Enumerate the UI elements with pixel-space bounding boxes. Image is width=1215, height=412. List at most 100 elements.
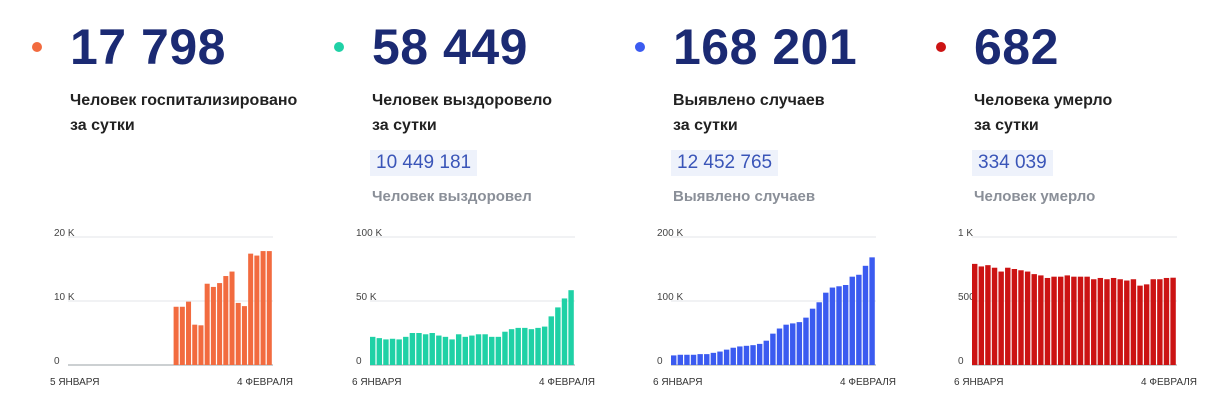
recovered-dot [334, 42, 344, 52]
chart-bar [1011, 269, 1018, 365]
cases-chart: 0 100 K 200 K 6 ЯНВАРЯ 4 ФЕВРАЛЯ [653, 228, 896, 388]
y-tick-label: 100 K [657, 292, 683, 303]
cases-number: 168 201 [673, 19, 858, 75]
chart-bar [1064, 275, 1070, 365]
chart-bar [449, 339, 455, 365]
chart-bar [254, 255, 260, 365]
chart-bar [502, 331, 508, 365]
hospitalized-dot [32, 42, 42, 52]
chart-bar [750, 345, 756, 365]
chart-bar [1143, 284, 1150, 365]
panel-cases: 168 201 Выявлено случаев за сутки 12 452… [633, 0, 933, 412]
cases-dot [635, 42, 645, 52]
chart-bar [1005, 267, 1011, 365]
chart-bar [462, 336, 468, 365]
hospitalized-desc-line2: за сутки [70, 117, 135, 134]
chart-bar [869, 257, 875, 365]
chart-bar [266, 251, 272, 365]
chart-bar [568, 290, 574, 365]
deaths-description: Человека умерло за сутки [974, 88, 1214, 138]
chart-bar [489, 336, 495, 365]
cases-description: Выявлено случаев за сутки [673, 88, 913, 138]
chart-bar [690, 354, 697, 365]
chart-bar [816, 302, 822, 365]
chart-bar [978, 266, 985, 365]
chart-bar [991, 267, 998, 365]
chart-bar [723, 349, 730, 365]
x-end-label: 4 ФЕВРАЛЯ [539, 377, 595, 388]
chart-bar [223, 276, 229, 365]
cases-desc-line1: Выявлено случаев [673, 92, 825, 109]
recovered-description: Человек выздоровело за сутки [372, 88, 612, 138]
chart-bar [790, 323, 796, 365]
chart-bar [684, 354, 690, 365]
recovered-desc-line1: Человек выздоровело [372, 92, 553, 109]
chart-bar [482, 334, 488, 365]
chart-bar [1031, 274, 1037, 365]
deaths-dot [936, 42, 946, 52]
hospitalized-description: Человек госпитализировано за сутки [70, 88, 310, 138]
chart-bar [403, 336, 409, 365]
chart-bar [522, 327, 528, 365]
chart-bar [429, 333, 435, 365]
chart-bar [548, 316, 554, 365]
chart-bar [770, 333, 776, 365]
chart-bar [442, 336, 449, 365]
chart-bar [235, 302, 241, 365]
x-end-label: 4 ФЕВРАЛЯ [237, 377, 293, 388]
chart-bar [1130, 279, 1137, 365]
chart-bar [1038, 275, 1044, 365]
x-start-label: 6 ЯНВАРЯ [352, 377, 401, 388]
chart-bar [1157, 279, 1163, 365]
chart-bar [756, 343, 763, 365]
chart-bar [763, 340, 769, 365]
recovered-desc-line2: за сутки [372, 117, 437, 134]
chart-bar [383, 339, 389, 365]
chart-bar [508, 329, 515, 365]
chart-bar [416, 333, 422, 365]
chart-bar [697, 354, 703, 365]
y-tick-label: 200 K [657, 228, 683, 239]
chart-bar [1071, 276, 1077, 365]
y-tick-label: 0 [356, 356, 362, 367]
deaths-number: 682 [974, 19, 1059, 75]
chart-bar [862, 265, 869, 365]
deaths-desc-line1: Человека умерло [974, 92, 1113, 109]
deaths-total-label: Человек умерло [974, 188, 1096, 205]
panel-recovered: 58 449 Человек выздоровело за сутки 10 4… [332, 0, 632, 412]
chart-bar [856, 274, 862, 365]
chart-bar [469, 335, 475, 365]
x-end-label: 4 ФЕВРАЛЯ [1141, 377, 1197, 388]
recovered-total-label: Человек выздоровел [372, 188, 532, 205]
chart-bar [1057, 276, 1064, 365]
recovered-total: 10 449 181 [370, 150, 478, 176]
chart-bar [260, 251, 266, 365]
chart-bar [210, 286, 216, 365]
x-start-label: 6 ЯНВАРЯ [954, 377, 1003, 388]
chart-bar [376, 338, 383, 365]
chart-bar [248, 253, 254, 365]
chart-bar [836, 286, 842, 365]
chart-bar [783, 324, 789, 365]
y-tick-label: 0 [958, 356, 964, 367]
y-tick-label: 0 [657, 356, 663, 367]
chart-bar [829, 287, 836, 365]
x-start-label: 6 ЯНВАРЯ [653, 377, 702, 388]
panel-deaths: 682 Человека умерло за сутки 334 039 Чел… [934, 0, 1215, 412]
chart-bar [555, 307, 561, 365]
y-tick-label: 0 [54, 356, 60, 367]
chart-bar [173, 306, 179, 365]
chart-bar [743, 345, 750, 365]
chart-bar [998, 271, 1004, 365]
chart-bar [776, 328, 783, 365]
hospitalized-desc-line1: Человек госпитализировано [70, 92, 298, 109]
chart-bar [1110, 277, 1117, 365]
cases-total: 12 452 765 [671, 150, 779, 176]
chart-bar [704, 354, 710, 365]
chart-bar [1170, 277, 1176, 365]
recovered-number: 58 449 [372, 19, 528, 75]
deaths-chart: 0 500 1 K 6 ЯНВАРЯ 4 ФЕВРАЛЯ [954, 228, 1197, 388]
chart-bar [179, 306, 185, 365]
chart-bar [671, 355, 677, 365]
chart-bar [495, 336, 502, 365]
